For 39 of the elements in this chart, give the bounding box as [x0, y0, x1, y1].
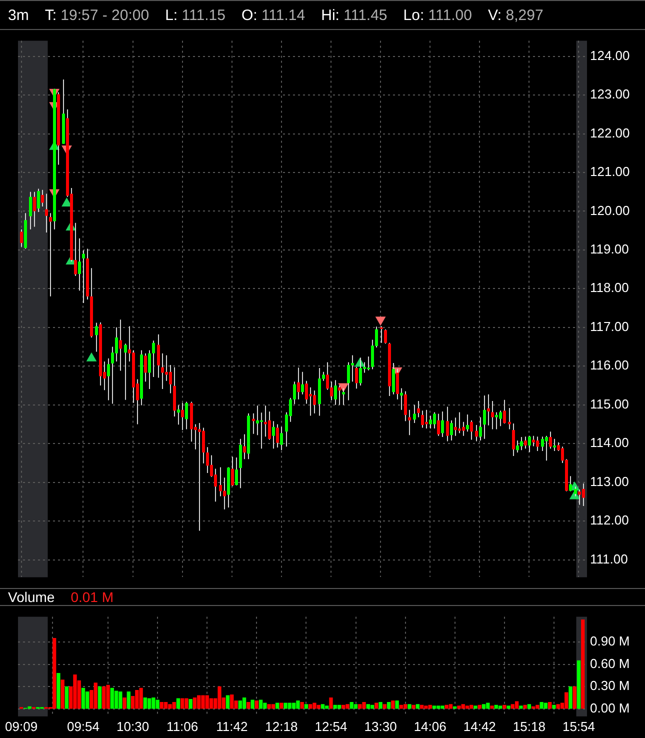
y-tick-label: 0.90 M — [590, 634, 630, 649]
x-tick-label: 12:54 — [314, 718, 348, 734]
y-tick-label: 111.00 — [590, 551, 628, 566]
y-tick-label: 0.00 M — [590, 700, 630, 716]
y-tick-label: 117.00 — [590, 318, 629, 334]
y-tick-label: 113.00 — [590, 474, 629, 489]
x-tick-label: 12:18 — [265, 718, 298, 734]
text: 3m — [8, 6, 29, 24]
x-tick-label: 11:06 — [166, 718, 198, 734]
y-tick-label: 122.00 — [590, 125, 630, 140]
y-tick-label: 115.00 — [590, 396, 629, 412]
x-tick-label: 15:18 — [512, 718, 546, 734]
y-tick-label: 119.00 — [590, 242, 629, 257]
y-tick-label: 112.00 — [590, 512, 629, 528]
text: T: 19:57 - 20:00 — [44, 6, 150, 24]
x-tick-label: 14:42 — [463, 718, 496, 734]
y-tick-label: 123.00 — [590, 86, 630, 102]
y-tick-label: 120.00 — [590, 202, 630, 218]
chart-title: Volume — [8, 589, 55, 605]
x-tick-label: 15:54 — [562, 718, 596, 734]
x-tick-label: 10:30 — [116, 718, 150, 734]
y-tick-label: 118.00 — [590, 280, 629, 296]
y-tick-label: 121.00 — [590, 164, 630, 180]
text: O: 111.14 — [241, 6, 306, 24]
y-tick-label: 124.00 — [590, 48, 630, 63]
text: V: 8,297 — [488, 6, 544, 24]
x-tick-label: 09:09 — [5, 718, 38, 734]
y-tick-label: 0.60 M — [590, 656, 630, 671]
x-tick-label: 13:30 — [364, 718, 397, 734]
text: 0.01 M — [70, 589, 114, 605]
y-tick-label: 116.00 — [590, 358, 629, 373]
text: Hi: 111.45 — [321, 6, 388, 24]
x-tick-label: 11:42 — [216, 718, 248, 734]
y-tick-label: 0.30 M — [590, 678, 630, 694]
x-tick-label: 09:54 — [66, 718, 100, 734]
y-tick-label: 114.00 — [590, 435, 629, 450]
x-tick-label: 14:06 — [414, 718, 446, 734]
text: L: 111.15 — [165, 6, 226, 24]
text: Lo: 111.00 — [403, 6, 472, 24]
